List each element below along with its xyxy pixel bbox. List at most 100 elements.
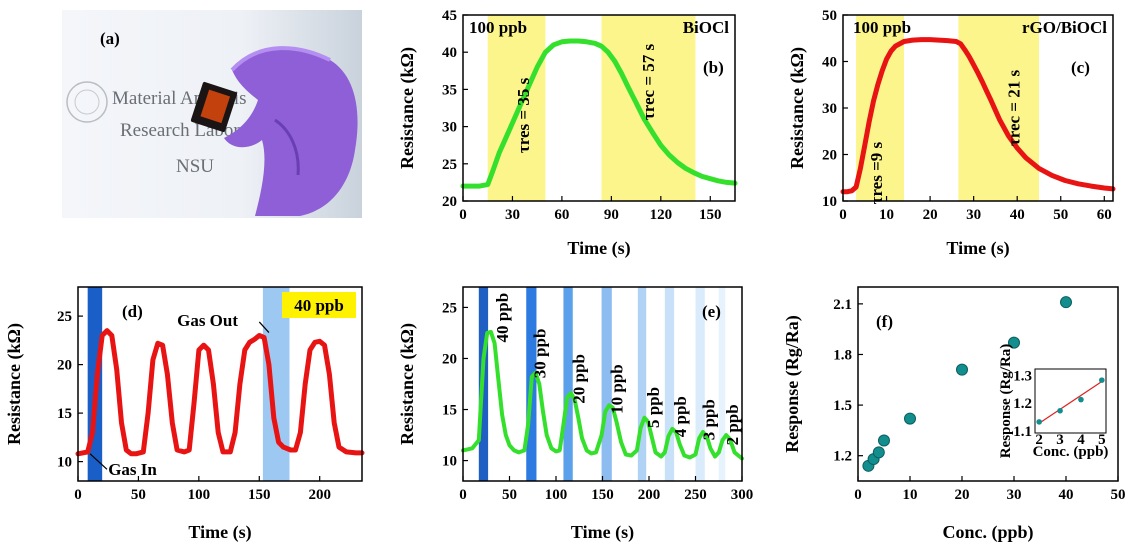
x-axis-label: Time (s): [946, 238, 1009, 259]
x-tick-label: 20: [923, 207, 938, 223]
concentration-label: 3 ppb: [700, 399, 719, 440]
x-tick-label: 0: [839, 207, 847, 223]
y-tick-label: 40: [442, 45, 457, 61]
inset-x-tick-label: 2: [1035, 432, 1043, 448]
y-tick-label: 20: [442, 194, 457, 210]
y-tick-label: 1.8: [833, 347, 852, 363]
x-tick-label: 250: [684, 487, 707, 503]
x-tick-label: 0: [459, 487, 467, 503]
chart-e: 0 50 100 150 200 250 300 10 15 20 25 40 ppb 30 ppb 20…: [397, 286, 753, 543]
y-tick-label: 1.5: [833, 398, 852, 414]
x-tick-label: 10: [879, 207, 894, 223]
concentration-label: 10 ppb: [608, 364, 627, 414]
plot-frame: [77, 286, 363, 482]
data-point: [872, 446, 885, 459]
data-point: [1008, 336, 1020, 349]
x-tick-label: 10: [903, 487, 918, 503]
laboratory-seal-icon: [66, 81, 108, 123]
y-tick-label: 30: [442, 120, 457, 136]
inset-y-axis-label: Response (Rg/Ra): [998, 344, 1014, 459]
y-tick-label: 10: [57, 455, 72, 471]
inset-fit-line: [1038, 381, 1103, 424]
y-tick-label: 40: [822, 55, 837, 71]
x-tick-label: 200: [638, 487, 661, 503]
concentration-label: 4 ppb: [671, 396, 690, 437]
x-tick-label: 20: [955, 487, 970, 503]
y-axis-label: Resistance (kΩ): [4, 323, 25, 445]
panel-f-label: (f): [876, 312, 893, 331]
x-axis-label: Time (s): [188, 522, 251, 543]
gas-exposure-band: [695, 287, 705, 481]
y-tick-label: 25: [442, 300, 457, 316]
y-tick-label: 1.2: [833, 449, 852, 465]
photo-text-line-3: NSU: [176, 156, 214, 177]
x-axis-label: Conc. (ppb): [942, 522, 1033, 543]
gloved-hand-icon: [190, 46, 358, 216]
inset-x-axis-label: Conc. (ppb): [1033, 444, 1109, 460]
annotation-recovery-time: τrec = 21 s: [1004, 70, 1023, 147]
inset-y-tick-label: 1.2: [1013, 396, 1032, 412]
inset-y-tick-label: 1.3: [1013, 368, 1032, 384]
photo-panel: Material Analysis Research Laboratory NS…: [62, 10, 362, 218]
y-tick-label: 35: [442, 82, 457, 98]
x-tick-label: 60: [1097, 207, 1112, 223]
series-line-rgo-bioc: [840, 37, 1116, 195]
x-tick-label: 150: [591, 487, 614, 503]
x-tick-label: 30: [1007, 487, 1022, 503]
inset-chart: 2 3 4 5 1.1 1.2 1.3 Conc. (ppb) Response (Rg/Ra): [998, 344, 1108, 460]
x-tick-label: 40: [1059, 487, 1074, 503]
gas-out-arrow: [258, 321, 270, 333]
x-tick-label: 200: [308, 487, 331, 503]
gas-exposure-band: [637, 287, 647, 481]
series-line-cyclic: [75, 328, 365, 457]
panel-a-label: (a): [100, 29, 120, 48]
x-tick-label: 50: [1053, 207, 1068, 223]
gas-in-arrow: [89, 453, 108, 470]
gas-exposure-band: [718, 287, 726, 481]
x-tick-label: 50: [131, 487, 146, 503]
y-axis-label: Response (Rg/Ra): [782, 315, 803, 453]
y-tick-label: 20: [57, 358, 72, 374]
x-tick-label: 120: [650, 207, 673, 223]
concentration-label: 30 ppb: [530, 329, 549, 379]
annotation-conc: 100 ppb: [469, 18, 527, 37]
annotation-gas-in: Gas In: [108, 460, 157, 479]
y-tick-label: 25: [442, 157, 457, 173]
x-tick-label: 100: [188, 487, 211, 503]
inset-x-tick-label: 3: [1056, 432, 1064, 448]
x-tick-label: 0: [459, 207, 467, 223]
annotation-response-time: τres = 35 s: [514, 77, 533, 153]
concentration-label: 2 ppb: [723, 404, 742, 445]
inset-data-point: [1057, 407, 1063, 414]
x-tick-label: 50: [1111, 487, 1126, 503]
annotation-gas-out: Gas Out: [177, 311, 238, 330]
annotation-conc: 100 ppb: [853, 18, 911, 37]
data-point: [1060, 296, 1072, 309]
inset-data-point: [1036, 419, 1042, 425]
inset-data-point: [1099, 377, 1105, 383]
inset-data-point: [1078, 396, 1084, 403]
chart-d: 0 50 100 150 200 10 15 20 25 40 ppb (d) Gas Out Gas …: [4, 286, 365, 543]
series-line-bioc: [460, 38, 738, 189]
data-point: [878, 434, 890, 447]
y-tick-label: 25: [57, 309, 72, 325]
conc-badge: [282, 292, 356, 318]
plot-frame: [462, 14, 736, 202]
y-tick-label: 15: [57, 406, 72, 422]
x-axis-label: Time (s): [567, 238, 630, 259]
data-point: [956, 363, 968, 376]
chart-title: rGO/BiOCl: [1022, 18, 1107, 37]
y-tick-label: 50: [822, 8, 837, 24]
x-tick-label: 50: [502, 487, 517, 503]
x-axis-label: Time (s): [571, 522, 634, 543]
panel-b-label: (b): [703, 58, 724, 77]
y-tick-label: 10: [442, 454, 457, 470]
panel-e-label: (e): [702, 302, 721, 321]
chart-f: 0 10 20 30 40 50 1.2 1.5 1.8 2.1 (f) Conc. (ppb) Res…: [782, 286, 1126, 543]
annotation-recovery-time: τrec = 57 s: [639, 43, 658, 120]
y-axis-label: Resistance (kΩ): [397, 47, 418, 169]
gas-exposure-band: [958, 15, 1039, 201]
